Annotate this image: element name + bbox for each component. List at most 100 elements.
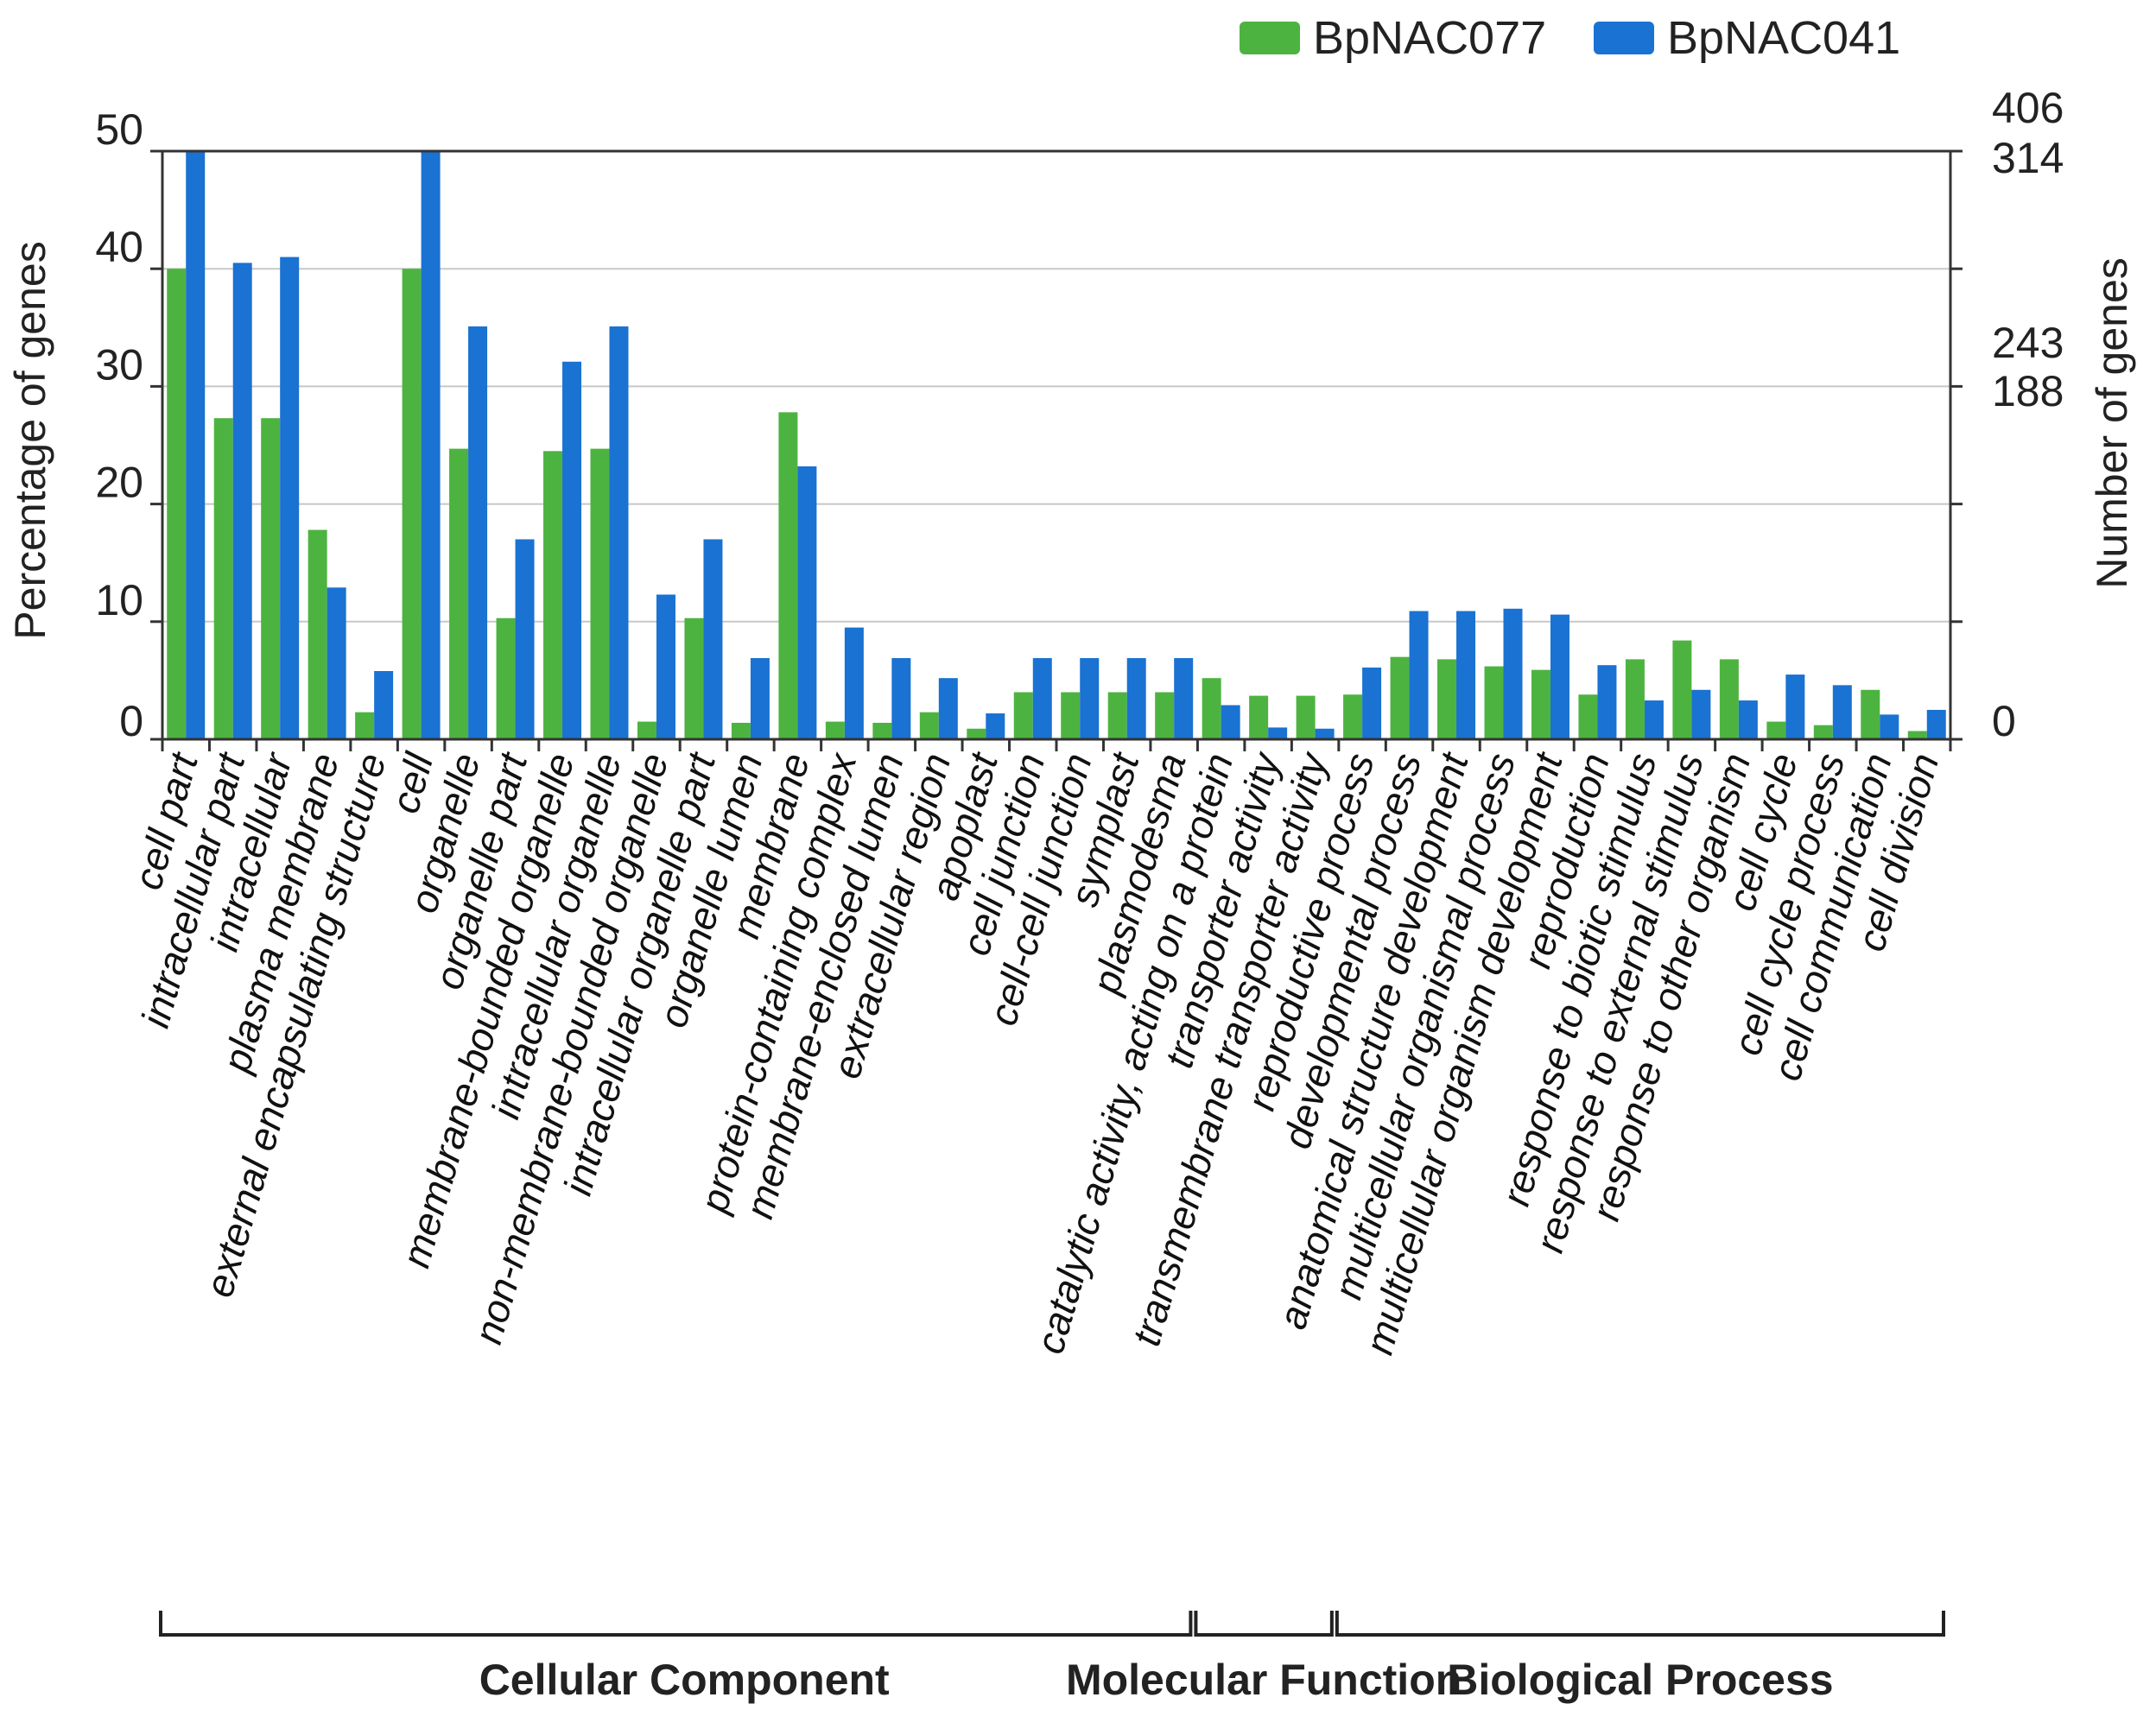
bar-bpnac041-cell-cycle (1785, 674, 1805, 739)
legend-swatch-bpnac077 (1240, 22, 1300, 54)
bar-bpnac077-intracellular-organelle-part (684, 618, 704, 739)
y-right-tick-label: 0 (1992, 697, 2016, 745)
bar-bpnac041-cell-part (186, 151, 206, 739)
bar-bpnac077-transmembrane-transporter-activity (1296, 695, 1316, 739)
legend-swatch-bpnac041 (1594, 22, 1654, 54)
bar-bpnac077-plasma-membrane (308, 529, 327, 739)
bar-bpnac041-catalytic-activity-acting-on-a-protein (1221, 705, 1240, 739)
bar-bpnac077-external-encapsulating-structure (355, 712, 375, 739)
legend-label-bpnac077: BpNAC077 (1313, 12, 1546, 64)
bar-bpnac077-non-membrane-bounded-organelle (637, 721, 656, 739)
bar-bpnac077-membrane-bounded-organelle (543, 451, 563, 739)
group-bracket-biological-process (1335, 1611, 1945, 1637)
bar-bpnac041-transporter-activity (1268, 727, 1288, 739)
bar-bpnac041-intracellular (280, 256, 300, 740)
y-right-tick-label: 188 (1992, 367, 2064, 415)
y-right-tick-label: 243 (1992, 319, 2064, 367)
y-left-tick-label: 40 (95, 223, 143, 271)
bar-bpnac041-apoplast (986, 713, 1005, 739)
bar-bpnac041-response-to-external-stimulus (1691, 689, 1711, 739)
y-left-tick-label: 30 (95, 340, 143, 389)
bar-bpnac041-symplast (1126, 658, 1146, 739)
bar-bpnac041-cell-junction (1032, 658, 1052, 739)
bar-bpnac077-cell-communication (1861, 689, 1880, 739)
bar-bpnac041-developmental-process (1409, 611, 1429, 739)
bar-bpnac077-organelle-lumen (731, 722, 751, 739)
legend-label-bpnac041: BpNAC041 (1667, 12, 1900, 64)
bar-bpnac041-membrane (797, 466, 817, 739)
bar-bpnac077-intracellular-part (213, 418, 233, 739)
bar-bpnac077-reproduction (1578, 694, 1598, 739)
bar-bpnac041-anatomical-structure-development (1456, 611, 1476, 739)
bar-bpnac077-reproductive-process (1343, 694, 1363, 739)
y-right-tick-label: 314 (1992, 134, 2064, 182)
bar-bpnac041-membrane-enclosed-lumen (891, 658, 911, 739)
y-left-tick-label: 20 (95, 459, 143, 507)
bar-bpnac041-extracellular-region (938, 678, 958, 739)
bar-bpnac077-response-to-other-organism (1719, 659, 1739, 739)
group-label-molecular-function: Molecular Function (1066, 1656, 1462, 1704)
bar-bpnac041-cell-division (1926, 709, 1946, 739)
bar-bpnac077-extracellular-region (919, 712, 939, 739)
bar-bpnac077-organelle-part (496, 618, 516, 739)
bar-bpnac041-non-membrane-bounded-organelle (656, 594, 675, 739)
bar-bpnac077-multicellular-organismal-process (1484, 666, 1504, 739)
y-left-tick-label: 50 (95, 105, 143, 154)
bar-bpnac077-intracellular-organelle (590, 448, 610, 739)
bar-bpnac077-developmental-process (1390, 656, 1410, 739)
bar-bpnac041-multicellular-organismal-process (1503, 608, 1523, 739)
bar-bpnac041-cell-cycle-process (1832, 685, 1852, 739)
bar-bpnac041-cell-cell-junction (1080, 658, 1100, 739)
bar-bpnac041-intracellular-organelle-part (703, 539, 723, 739)
left-axis-ticks: 0 10 20 30 40 50 (95, 105, 162, 745)
bar-bpnac077-transporter-activity (1249, 695, 1269, 739)
bar-bpnac041-cell-communication (1880, 714, 1899, 739)
group-label-biological-process: Biological Process (1447, 1656, 1833, 1704)
bar-bpnac077-apoplast (967, 728, 986, 739)
bar-bpnac041-cell (421, 151, 441, 739)
y-right-tick-label: 406 (1992, 84, 2064, 132)
bar-bpnac077-cell (402, 269, 422, 739)
bar-bpnac077-intracellular (261, 418, 281, 739)
group-bracket-cellular-component (159, 1611, 1193, 1637)
bar-bpnac077-catalytic-activity-acting-on-a-protein (1202, 678, 1221, 739)
bar-bpnac041-membrane-bounded-organelle (562, 361, 582, 739)
bar-bpnac077-cell-part (167, 269, 187, 739)
y-axis-right-title: Number of genes (2088, 257, 2136, 589)
bar-bpnac041-intracellular-organelle (609, 326, 629, 739)
bar-bpnac041-organelle-part (515, 539, 535, 739)
bar-bpnac041-reproduction (1597, 665, 1617, 739)
y-axis-left-title: Percentage of genes (6, 241, 54, 639)
legend: BpNAC077 BpNAC041 (1240, 12, 1900, 64)
bar-bpnac077-membrane (778, 412, 798, 739)
bar-bpnac077-cell-cell-junction (1061, 692, 1081, 739)
bar-bpnac041-organelle-lumen (750, 658, 770, 739)
bar-bpnac041-response-to-biotic-stimulus (1644, 700, 1664, 739)
bar-bpnac077-membrane-enclosed-lumen (872, 722, 892, 739)
bar-bpnac077-cell-cycle (1766, 721, 1786, 739)
bar-bpnac077-plasmodesma (1155, 692, 1175, 739)
bar-bpnac041-multicellular-organism-development (1550, 614, 1569, 739)
group-label-cellular-component: Cellular Component (479, 1656, 890, 1704)
bar-bpnac077-organelle (449, 448, 469, 739)
bar-bpnac077-cell-division (1907, 731, 1927, 739)
bar-bpnac041-organelle (468, 326, 488, 739)
bar-bpnac041-transmembrane-transporter-activity (1315, 728, 1335, 739)
bar-bpnac041-protein-containing-complex (844, 627, 864, 739)
bar-bpnac041-plasma-membrane (327, 587, 346, 739)
y-left-tick-label: 10 (95, 576, 143, 624)
bar-bpnac041-external-encapsulating-structure (374, 671, 394, 739)
bar-bpnac077-response-to-biotic-stimulus (1625, 659, 1645, 739)
axes (161, 149, 1952, 751)
bar-bpnac077-symplast (1107, 692, 1127, 739)
y-left-tick-label: 0 (119, 697, 143, 745)
bar-bpnac041-intracellular-part (232, 263, 252, 739)
bar-bpnac077-anatomical-structure-development (1437, 659, 1457, 739)
category-groups: Cellular Component Molecular FunctionBiol… (159, 1611, 1945, 1704)
group-bracket-molecular-function (1194, 1611, 1334, 1637)
bar-bpnac041-plasmodesma (1174, 658, 1194, 739)
bars (167, 151, 1946, 740)
